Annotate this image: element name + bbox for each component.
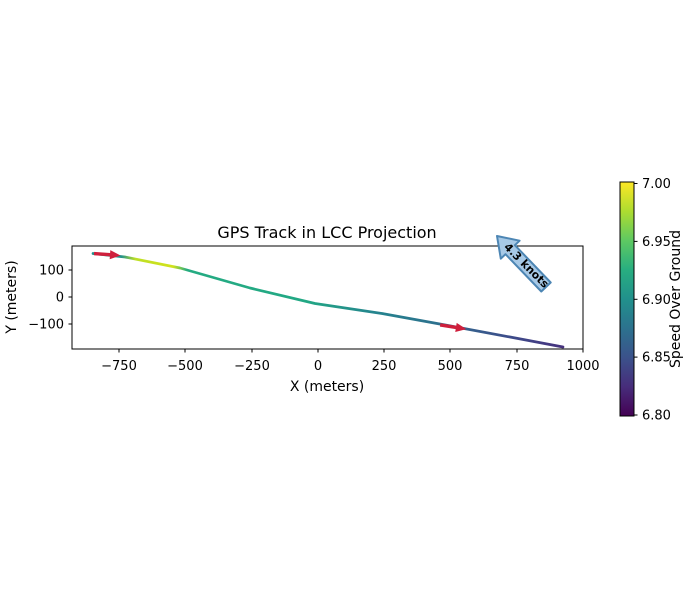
x-tick-label: 750 (505, 359, 530, 374)
x-tick-label: 500 (438, 359, 463, 374)
x-tick-label: −750 (101, 359, 137, 374)
x-tick-label: 0 (314, 359, 322, 374)
x-tick-label: 1000 (566, 359, 599, 374)
x-tick-label: −500 (167, 359, 203, 374)
colorbar-tick-label: 7.00 (642, 177, 671, 192)
y-tick-label: 100 (39, 264, 64, 279)
colorbar-tick-label: 6.90 (642, 293, 671, 308)
direction-arrow-start (93, 250, 121, 260)
gps-track-line (91, 252, 565, 349)
x-tick-label: −250 (234, 359, 270, 374)
y-tick-label: 0 (56, 291, 64, 306)
y-axis-label: Y (meters) (4, 260, 20, 334)
colorbar (619, 181, 635, 417)
colorbar-tick-label: 6.80 (642, 409, 671, 424)
chart-title: GPS Track in LCC Projection (217, 223, 436, 242)
speed-annotation-text: 4.3 knots (501, 241, 551, 291)
y-tick-label: −100 (28, 318, 64, 333)
colorbar-tick-label: 6.95 (642, 235, 671, 250)
speed-annotation-arrow (496, 235, 552, 293)
x-tick-label: 250 (372, 359, 397, 374)
colorbar-label: Speed Over Ground (668, 230, 684, 368)
direction-arrow-mid (439, 322, 467, 333)
colorbar-tick-label: 6.85 (642, 351, 671, 366)
x-axis-label: X (meters) (290, 379, 364, 395)
